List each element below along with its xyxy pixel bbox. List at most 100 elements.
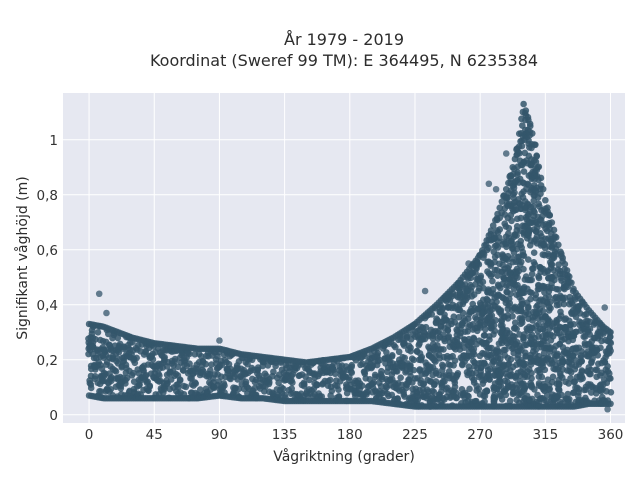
data-point: [440, 346, 447, 353]
data-point: [489, 222, 497, 229]
data-point: [430, 388, 438, 396]
data-point: [479, 278, 487, 286]
data-point: [578, 367, 586, 374]
data-point: [244, 360, 251, 368]
data-point: [582, 317, 590, 325]
data-point: [559, 254, 567, 262]
data-point: [601, 304, 609, 311]
data-point: [511, 319, 519, 327]
data-point: [470, 291, 478, 298]
data-point: [491, 327, 499, 335]
data-point: [111, 367, 119, 374]
data-point: [532, 291, 540, 298]
data-point: [531, 386, 538, 393]
data-point: [348, 363, 355, 371]
data-point: [555, 241, 562, 249]
data-point: [506, 299, 514, 307]
x-tick-label: 45: [146, 427, 163, 443]
data-point: [456, 332, 464, 340]
data-point: [522, 352, 529, 360]
data-point: [496, 214, 504, 222]
data-point: [270, 368, 277, 376]
y-tick-label: 0,6: [37, 243, 58, 259]
data-point: [490, 322, 498, 329]
data-point: [186, 360, 193, 367]
data-point: [454, 370, 462, 377]
data-point: [594, 352, 602, 359]
data-point: [486, 336, 493, 343]
data-point: [565, 273, 573, 280]
data-point: [465, 260, 472, 267]
data-point: [87, 381, 95, 388]
data-point: [369, 380, 377, 387]
data-point: [176, 376, 184, 384]
chart-title-line-1: År 1979 - 2019: [284, 30, 404, 49]
data-point: [533, 345, 540, 353]
data-point: [528, 369, 535, 377]
data-point: [465, 363, 473, 371]
data-point: [459, 309, 467, 317]
data-point: [429, 335, 437, 342]
data-point: [489, 285, 497, 293]
data-point: [526, 120, 534, 128]
x-tick-label: 0: [85, 427, 94, 443]
chart-title-line-2: Koordinat (Sweref 99 TM): E 364495, N 62…: [150, 51, 538, 70]
data-point: [192, 380, 200, 387]
data-point: [507, 290, 514, 298]
data-point: [571, 365, 579, 373]
x-tick-label: 225: [402, 427, 428, 443]
data-point: [511, 333, 518, 341]
data-point: [528, 270, 536, 278]
x-tick-label: 270: [467, 427, 493, 443]
data-point: [439, 305, 446, 313]
data-point: [532, 158, 540, 166]
data-point: [561, 260, 569, 268]
data-point: [221, 382, 228, 389]
data-point: [465, 393, 472, 400]
data-point: [509, 240, 516, 248]
x-tick-label: 135: [272, 427, 298, 443]
data-point: [497, 382, 505, 390]
data-point: [509, 313, 516, 320]
data-point: [94, 329, 102, 336]
data-point: [514, 274, 521, 281]
data-point: [589, 355, 596, 363]
data-point: [432, 378, 440, 385]
x-tick-label: 90: [211, 427, 228, 443]
data-point: [525, 303, 532, 311]
data-point: [511, 189, 518, 197]
data-point: [480, 254, 487, 261]
data-point: [383, 349, 390, 356]
data-point: [397, 374, 404, 381]
data-point: [528, 375, 535, 382]
data-point: [486, 312, 494, 320]
data-point: [513, 232, 520, 239]
data-point: [513, 325, 520, 333]
data-point: [533, 152, 540, 159]
data-point: [541, 366, 549, 374]
data-point: [535, 200, 542, 208]
data-point: [392, 343, 399, 351]
data-point: [558, 391, 565, 399]
data-point: [542, 196, 549, 204]
data-point: [202, 360, 210, 368]
data-point: [537, 230, 544, 237]
data-point: [466, 385, 473, 393]
data-point: [494, 251, 501, 259]
data-point: [557, 248, 564, 256]
data-point: [96, 388, 103, 395]
data-point: [393, 368, 401, 375]
data-point: [555, 386, 563, 393]
y-tick-label: 0,4: [37, 298, 58, 314]
data-point: [505, 230, 512, 237]
data-point: [452, 394, 460, 402]
data-point: [107, 386, 115, 393]
data-point: [571, 356, 578, 364]
data-point: [530, 249, 538, 256]
y-tick-label: 0,8: [37, 188, 58, 204]
data-point: [547, 298, 554, 306]
data-point: [438, 366, 446, 374]
data-point: [519, 248, 527, 256]
data-point: [300, 382, 308, 390]
